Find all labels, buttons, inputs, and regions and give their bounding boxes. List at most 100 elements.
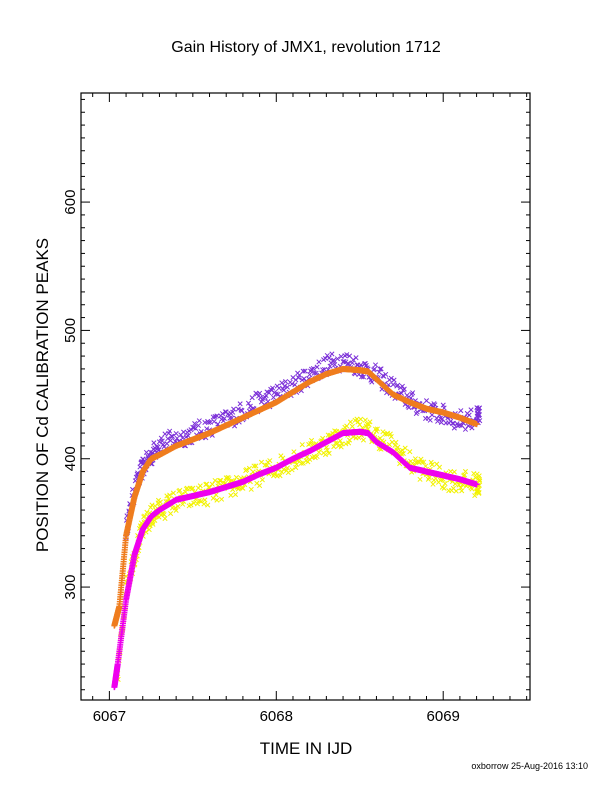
x-point (227, 415, 233, 421)
x-point (206, 419, 212, 425)
x-point (429, 462, 435, 468)
x-point (289, 381, 295, 387)
x-point (226, 476, 232, 482)
x-point (257, 390, 263, 396)
x-point (314, 453, 320, 460)
x-point (212, 477, 218, 484)
x-point (230, 409, 236, 415)
x-point (338, 444, 344, 450)
x-point (280, 455, 286, 461)
x-point (291, 449, 297, 455)
x-point (219, 496, 225, 502)
x-point (334, 356, 341, 362)
x-point (264, 462, 270, 468)
x-point (419, 459, 425, 465)
x-point (221, 415, 227, 421)
x-point (202, 497, 208, 503)
x-point (244, 467, 250, 473)
x-point (284, 465, 290, 471)
x-point (258, 459, 265, 465)
x-point (192, 421, 198, 427)
x-point (205, 502, 211, 508)
x-point (476, 412, 482, 418)
x-point (162, 515, 168, 522)
x-point (423, 463, 429, 469)
x-point (468, 407, 474, 413)
x-point (151, 440, 157, 446)
x-point (217, 477, 223, 484)
x-point (201, 501, 207, 507)
x-point (469, 425, 475, 431)
x-point (276, 385, 282, 391)
x-point (388, 433, 394, 440)
x-point (477, 478, 483, 484)
x-point (343, 441, 349, 447)
x-point (207, 419, 214, 425)
x-point (239, 408, 245, 414)
x-point (347, 419, 354, 425)
x-point (182, 489, 188, 495)
x-point (374, 426, 380, 432)
x-point (313, 370, 319, 376)
x-point (331, 357, 337, 363)
x-point (477, 405, 483, 411)
x-point (257, 483, 263, 489)
x-point (476, 490, 482, 496)
x-point (346, 353, 353, 359)
x-point (267, 458, 273, 464)
x-point (273, 391, 279, 397)
x-point (338, 353, 344, 360)
x-point (232, 491, 239, 498)
x-point (458, 408, 464, 414)
x-point (358, 362, 364, 368)
x-point (218, 477, 224, 484)
x-point (289, 467, 295, 473)
x-point (173, 507, 179, 513)
x-point (310, 366, 316, 372)
x-point (453, 488, 459, 494)
series-3 (111, 365, 480, 629)
plot-frame (80, 92, 531, 701)
x-point (284, 384, 290, 390)
x-point (251, 463, 257, 469)
x-point (421, 459, 427, 465)
plus-point (473, 421, 480, 428)
x-point (185, 433, 191, 439)
x-point (320, 435, 326, 441)
x-point (281, 466, 287, 472)
x-point (367, 419, 373, 425)
x-point (195, 422, 201, 429)
x-point (392, 442, 398, 448)
x-point (240, 485, 246, 491)
x-point (175, 503, 181, 509)
x-axis-label: TIME IN IJD (260, 739, 353, 758)
x-point (294, 461, 300, 467)
x-point (404, 392, 410, 398)
x-point (407, 449, 413, 455)
x-point (204, 426, 210, 432)
x-point (165, 436, 171, 442)
x-point (451, 469, 457, 475)
x-point (293, 465, 299, 471)
x-point (358, 416, 364, 422)
x-point (142, 513, 148, 519)
x-point (346, 361, 352, 367)
x-point (477, 477, 483, 483)
x-point (469, 486, 475, 492)
x-point (197, 483, 203, 489)
x-point (360, 374, 367, 380)
x-point (402, 445, 408, 451)
x-point (366, 422, 372, 428)
x-point (167, 492, 173, 498)
x-point (329, 351, 335, 357)
x-point (401, 386, 407, 392)
x-point (162, 431, 168, 437)
x-point (173, 430, 179, 437)
x-point (233, 474, 239, 480)
x-point (259, 477, 265, 483)
axes: 6067 6068 6069 300 400 500 600 (62, 93, 530, 725)
x-point (281, 387, 287, 393)
x-point (316, 449, 322, 455)
x-point (466, 412, 472, 418)
x-point (390, 381, 396, 388)
